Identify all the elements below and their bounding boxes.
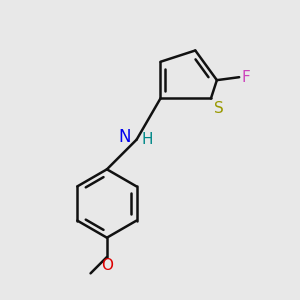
Text: F: F — [242, 70, 250, 85]
Text: O: O — [101, 258, 113, 273]
Text: H: H — [142, 132, 154, 147]
Text: S: S — [214, 101, 224, 116]
Text: N: N — [119, 128, 131, 146]
